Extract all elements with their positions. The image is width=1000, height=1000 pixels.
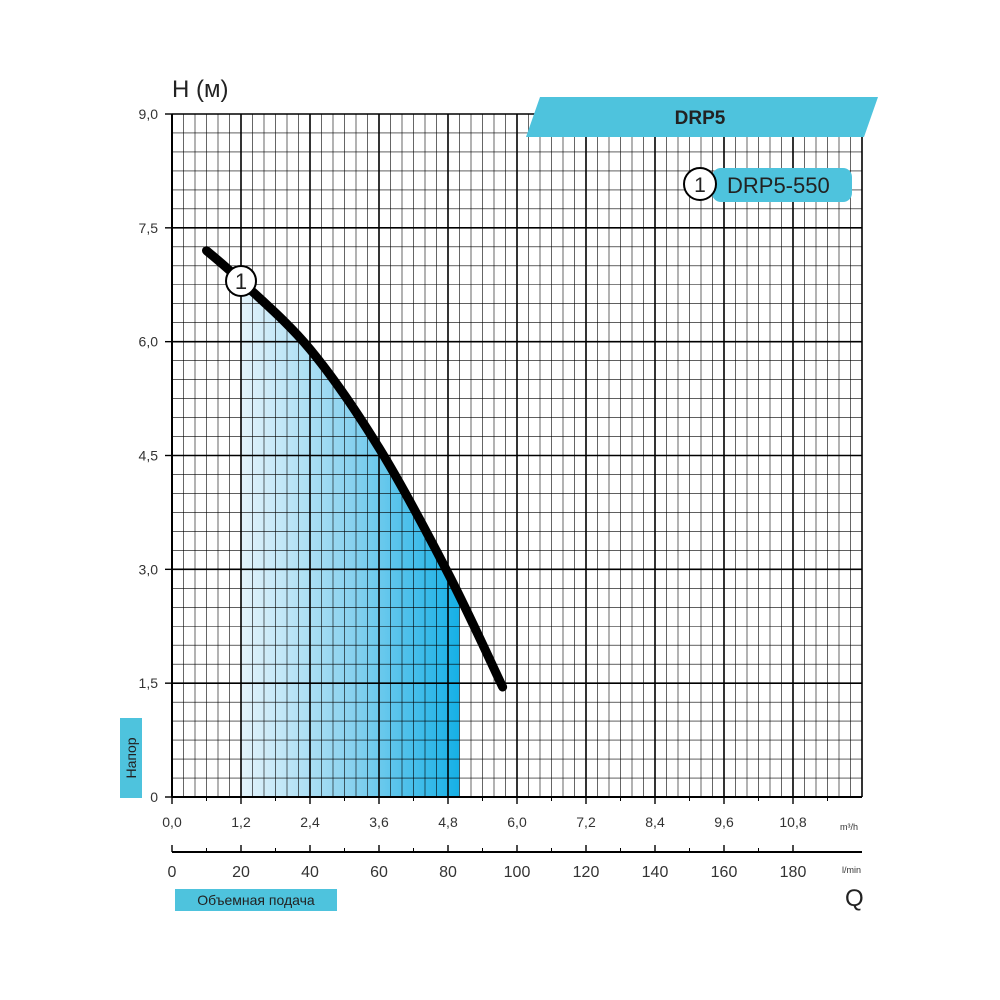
x-tick-label: 2,4 [300,814,320,830]
y-tick-label: 6,0 [139,334,159,350]
y-side-label: Напор [123,737,139,778]
x2-tick-label: 120 [573,864,600,881]
y-axis-title: H (м) [172,76,228,103]
x-tick-label: 8,4 [645,814,665,830]
x-tick-label: 4,8 [438,814,458,830]
legend-marker-label: 1 [694,174,706,197]
x-tick-label: 3,6 [369,814,389,830]
x2-tick-label: 0 [168,864,177,881]
x-tick-labels-m3h: 0,0 1,2 2,4 3,6 4,8 6,0 7,2 8,4 9,6 10,8 [162,797,828,830]
chart-title: DRP5 [675,108,726,129]
y-side-tag [120,718,142,798]
y-tick-labels: 0 1,5 3,0 4,5 6,0 7,5 9,0 [139,106,172,805]
x2-tick-label: 20 [232,864,250,881]
x2-tick-label: 40 [301,864,319,881]
legend-marker [683,167,717,201]
x-tick-label: 9,6 [714,814,734,830]
x2-tick-label: 180 [780,864,807,881]
curve-marker-1: 1 [225,264,257,297]
x-tick-label: 7,2 [576,814,596,830]
x2-tick-label: 140 [642,864,669,881]
y-tick-label: 4,5 [139,448,159,464]
x-side-tag [175,889,337,911]
y-tick-label: 1,5 [139,675,159,691]
x-axis-title: Q [845,885,864,912]
x2-tick-label: 80 [439,864,457,881]
y-tick-label: 3,0 [139,561,159,577]
curve-marker-label: 1 [235,269,247,294]
y-tick-label: 7,5 [139,220,159,236]
x-unit-secondary: l/min [842,865,861,875]
x-tick-labels-lmin: 0 20 40 60 80 100 120 140 160 180 [168,845,807,881]
legend-entry-label: DRP5-550 [727,173,830,198]
y-tick-label: 9,0 [139,106,159,122]
x2-tick-label: 60 [370,864,388,881]
x2-tick-label: 160 [711,864,738,881]
x2-tick-label: 100 [504,864,531,881]
y-tick-label: 0 [150,789,158,805]
legend: 1 DRP5-550 [683,167,852,202]
x-tick-label: 10,8 [779,814,806,830]
major-grid [171,113,863,798]
x-side-label: Объемная подача [197,892,315,908]
operating-range-area [241,280,460,797]
x-tick-label: 6,0 [507,814,527,830]
x-tick-label: 0,0 [162,814,182,830]
title-banner [526,97,878,137]
x-unit-primary: m³/h [840,822,858,832]
x-tick-label: 1,2 [231,814,251,830]
legend-badge [712,168,852,202]
